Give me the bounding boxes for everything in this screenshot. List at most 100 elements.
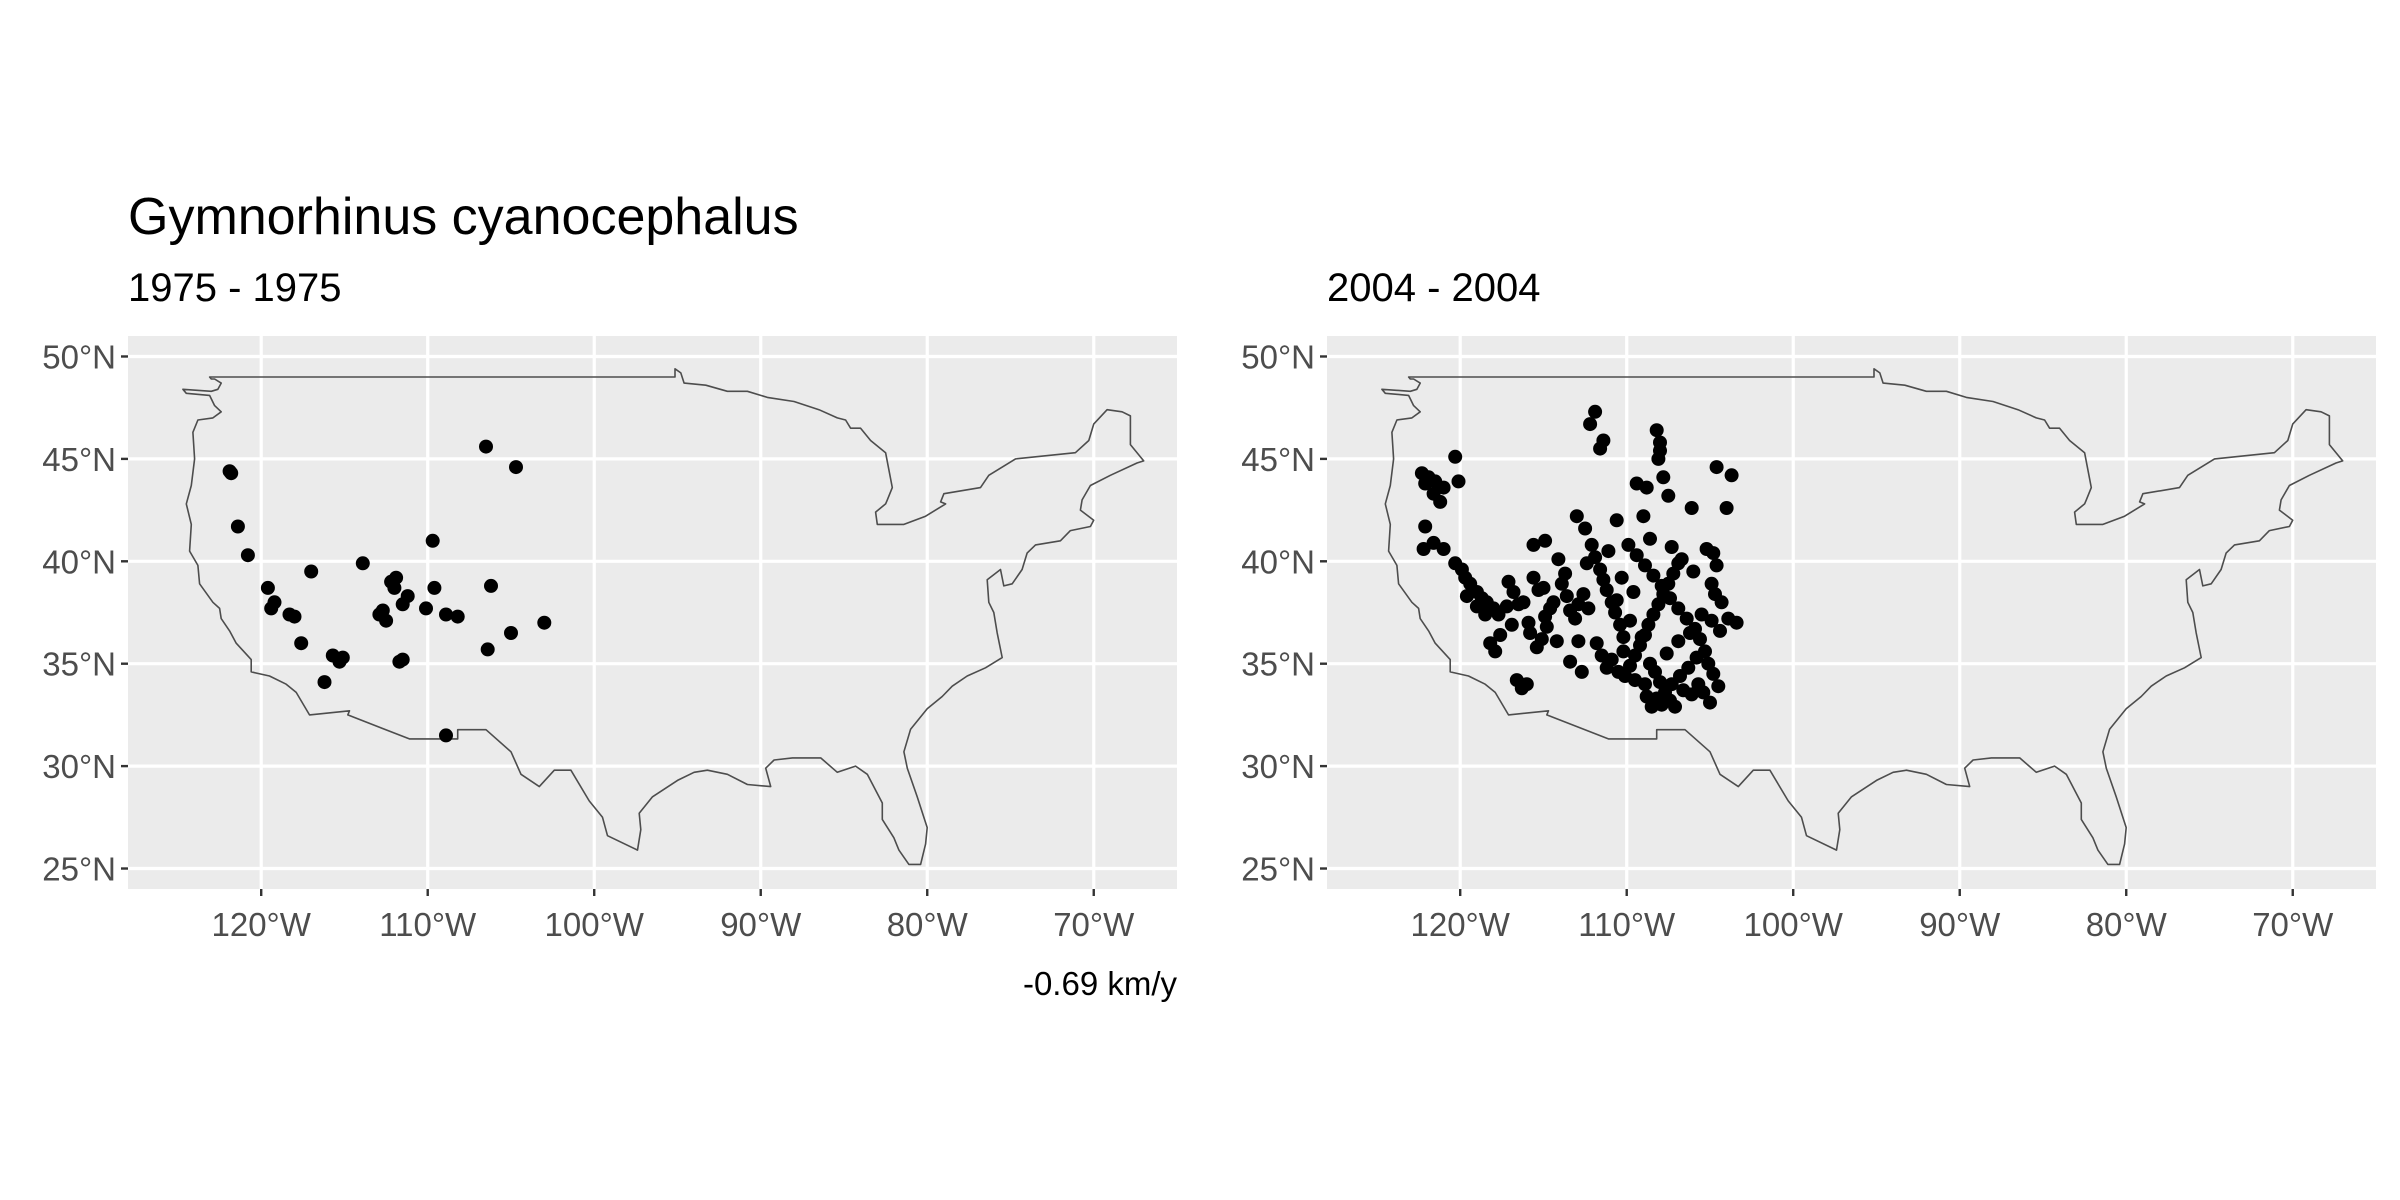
y-tick-label: 35°N bbox=[1241, 646, 1315, 683]
occurrence-point bbox=[1593, 442, 1607, 456]
occurrence-point bbox=[261, 581, 275, 595]
occurrence-point bbox=[1547, 595, 1561, 609]
occurrence-point bbox=[294, 636, 308, 650]
occurrence-point bbox=[1551, 552, 1565, 566]
y-tick-label: 50°N bbox=[1241, 338, 1315, 375]
occurrence-point bbox=[231, 520, 245, 534]
occurrence-point bbox=[439, 728, 453, 742]
occurrence-point bbox=[1418, 520, 1432, 534]
occurrence-point bbox=[1713, 624, 1727, 638]
occurrence-point bbox=[1578, 522, 1592, 536]
map-panel-2: 2004 - 2004 50°N 45°N 40°N 35°N 30°N 25°N 120°W… bbox=[1241, 266, 2376, 943]
panel-subtitle: 1975 - 1975 bbox=[128, 266, 342, 310]
x-tick-label: 70°W bbox=[1053, 906, 1135, 943]
occurrence-point bbox=[1452, 474, 1466, 488]
occurrence-point bbox=[1635, 630, 1649, 644]
occurrence-point bbox=[504, 626, 518, 640]
occurrence-point bbox=[1540, 620, 1554, 634]
occurrence-point bbox=[419, 601, 433, 615]
occurrence-point bbox=[439, 608, 453, 622]
occurrence-point bbox=[1608, 606, 1622, 620]
occurrence-point bbox=[537, 616, 551, 630]
occurrence-point bbox=[1715, 595, 1729, 609]
occurrence-point bbox=[1571, 634, 1585, 648]
occurrence-point bbox=[1575, 665, 1589, 679]
occurrence-point bbox=[509, 460, 523, 474]
occurrence-point bbox=[1706, 667, 1720, 681]
occurrence-point bbox=[1550, 634, 1564, 648]
occurrence-point bbox=[1433, 495, 1447, 509]
occurrence-point bbox=[1460, 589, 1474, 603]
panel-subtitle: 2004 - 2004 bbox=[1327, 266, 1541, 310]
occurrence-point bbox=[1711, 679, 1725, 693]
occurrence-point bbox=[1636, 509, 1650, 523]
x-tick-label: 100°W bbox=[545, 906, 645, 943]
occurrence-point bbox=[1615, 571, 1629, 585]
occurrence-point bbox=[1537, 581, 1551, 595]
occurrence-point bbox=[1576, 587, 1590, 601]
occurrence-point bbox=[1660, 647, 1674, 661]
occurrence-point bbox=[479, 440, 493, 454]
occurrence-point bbox=[1535, 632, 1549, 646]
occurrence-point bbox=[1507, 585, 1521, 599]
x-tick-label: 110°W bbox=[1578, 906, 1676, 943]
occurrence-point bbox=[1690, 651, 1704, 665]
y-tick-label: 25°N bbox=[42, 851, 116, 888]
occurrence-point bbox=[1605, 653, 1619, 667]
occurrence-point bbox=[1668, 700, 1682, 714]
x-tick-label: 120°W bbox=[1411, 906, 1511, 943]
figure-title: Gymnorhinus cyanocephalus bbox=[128, 188, 799, 246]
occurrence-point bbox=[1610, 513, 1624, 527]
occurrence-point bbox=[484, 579, 498, 593]
y-tick-label: 40°N bbox=[42, 543, 116, 580]
occurrence-point bbox=[1527, 571, 1541, 585]
y-tick-label: 35°N bbox=[42, 646, 116, 683]
occurrence-point bbox=[1650, 692, 1664, 706]
occurrence-point bbox=[1695, 608, 1709, 622]
x-tick-label: 100°W bbox=[1744, 906, 1844, 943]
occurrence-point bbox=[1623, 614, 1637, 628]
occurrence-point bbox=[1600, 583, 1614, 597]
occurrence-point bbox=[1558, 567, 1572, 581]
occurrence-point bbox=[1705, 577, 1719, 591]
occurrence-point bbox=[336, 651, 350, 665]
occurrence-point bbox=[268, 595, 282, 609]
occurrence-point bbox=[241, 548, 255, 562]
occurrence-point bbox=[427, 581, 441, 595]
occurrence-point bbox=[396, 653, 410, 667]
occurrence-point bbox=[1610, 593, 1624, 607]
x-tick-label: 70°W bbox=[2252, 906, 2334, 943]
occurrence-point bbox=[1583, 417, 1597, 431]
occurrence-point bbox=[1522, 616, 1536, 630]
occurrence-point bbox=[1643, 532, 1657, 546]
x-tick-label: 90°W bbox=[1919, 906, 2001, 943]
occurrence-point bbox=[1500, 599, 1514, 613]
occurrence-point bbox=[426, 534, 440, 548]
occurrence-point bbox=[1638, 677, 1652, 691]
x-tick-label: 80°W bbox=[887, 906, 969, 943]
occurrence-point bbox=[1686, 565, 1700, 579]
map-panel-1: 1975 - 1975 50°N 45°N 40°N 35°N 30°N 25°N 120°W… bbox=[42, 266, 1177, 943]
occurrence-point bbox=[401, 589, 415, 603]
occurrence-point bbox=[1493, 628, 1507, 642]
occurrence-point bbox=[1665, 540, 1679, 554]
y-tick-label: 50°N bbox=[42, 338, 116, 375]
occurrence-point bbox=[1520, 677, 1534, 691]
occurrence-point bbox=[304, 565, 318, 579]
occurrence-point bbox=[1691, 677, 1705, 691]
occurrence-point bbox=[1683, 626, 1697, 640]
occurrence-point bbox=[1710, 460, 1724, 474]
occurrence-point bbox=[356, 556, 370, 570]
y-tick-label: 30°N bbox=[42, 748, 116, 785]
occurrence-point bbox=[1601, 544, 1615, 558]
occurrence-point bbox=[481, 642, 495, 656]
occurrence-point bbox=[1437, 542, 1451, 556]
occurrence-point bbox=[1685, 501, 1699, 515]
occurrence-point bbox=[318, 675, 332, 689]
occurrence-point bbox=[1661, 489, 1675, 503]
occurrence-point bbox=[1710, 558, 1724, 572]
occurrence-point bbox=[1616, 644, 1630, 658]
occurrence-point bbox=[1675, 552, 1689, 566]
occurrence-point bbox=[389, 571, 403, 585]
occurrence-point bbox=[1505, 618, 1519, 632]
